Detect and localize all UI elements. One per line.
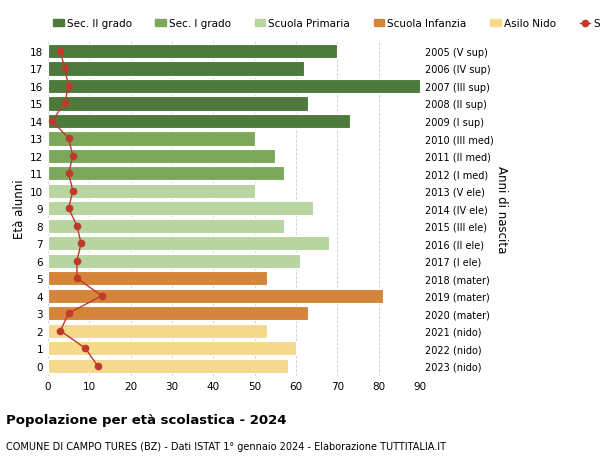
Bar	[48, 202, 313, 216]
Bar	[48, 324, 267, 338]
Bar	[48, 114, 350, 129]
Bar	[48, 62, 304, 76]
Bar	[48, 79, 420, 94]
Bar	[48, 219, 284, 234]
Bar	[48, 341, 296, 356]
Text: COMUNE DI CAMPO TURES (BZ) - Dati ISTAT 1° gennaio 2024 - Elaborazione TUTTITALI: COMUNE DI CAMPO TURES (BZ) - Dati ISTAT …	[6, 441, 446, 451]
Bar	[48, 132, 254, 146]
Y-axis label: Età alunni: Età alunni	[13, 179, 26, 239]
Y-axis label: Anni di nascita: Anni di nascita	[494, 165, 508, 252]
Bar	[48, 254, 300, 269]
Bar	[48, 236, 329, 251]
Bar	[48, 149, 275, 164]
Bar	[48, 307, 308, 321]
Bar	[48, 45, 337, 59]
Text: Popolazione per età scolastica - 2024: Popolazione per età scolastica - 2024	[6, 413, 287, 426]
Bar	[48, 289, 383, 303]
Bar	[48, 184, 254, 199]
Bar	[48, 167, 284, 181]
Bar	[48, 271, 267, 286]
Bar	[48, 359, 288, 373]
Bar	[48, 97, 308, 111]
Legend: Sec. II grado, Sec. I grado, Scuola Primaria, Scuola Infanzia, Asilo Nido, Stran: Sec. II grado, Sec. I grado, Scuola Prim…	[53, 19, 600, 29]
